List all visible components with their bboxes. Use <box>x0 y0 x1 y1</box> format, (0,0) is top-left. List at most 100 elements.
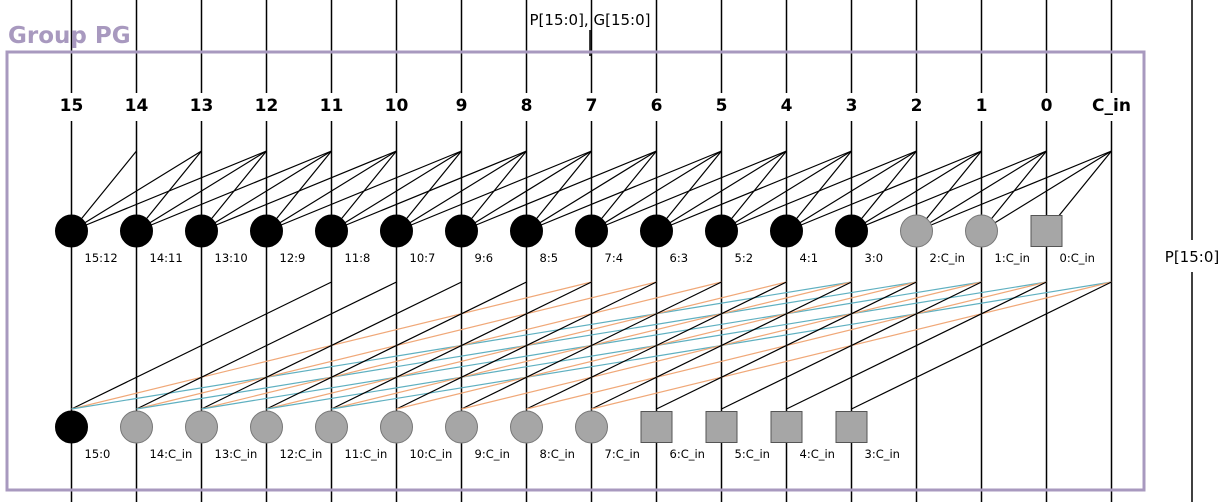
column-label: 4 <box>781 96 793 116</box>
stage2-fanin-wire <box>526 281 787 410</box>
side-bus-label: P[15:0] <box>1165 248 1219 266</box>
stage2-circle-node <box>445 410 478 444</box>
stage2-node-label: 15:0 <box>85 447 111 461</box>
stage1-node-label: 12:9 <box>280 251 306 265</box>
group-pg-frame <box>5 50 1146 492</box>
stage1-fanin-wire <box>981 150 1112 232</box>
stage2-fanin-wire <box>656 281 917 410</box>
stage1-fanin-wire <box>266 150 397 232</box>
stage1-fanin-wire <box>721 150 787 232</box>
stage2-fanin-wire <box>71 281 332 410</box>
stage1-node-label: 15:12 <box>85 251 118 265</box>
stage1-fanin-wire <box>916 150 1047 232</box>
column-label: 7 <box>586 96 598 116</box>
stage1-node-label: 1:C_in <box>995 251 1030 265</box>
stage1-fanin-wire <box>916 150 982 232</box>
stage2-node-label: 14:C_in <box>150 447 193 461</box>
stage1-fanin-wire <box>71 150 202 232</box>
stage1-circle-node <box>835 214 868 248</box>
stage1-circle-node <box>640 214 673 248</box>
top-bus-label: P[15:0], G[15:0] <box>530 11 651 29</box>
stage2-circle-node <box>315 410 348 444</box>
node-layer <box>55 214 1063 444</box>
stage2-fanin-wire <box>331 281 592 410</box>
stage1-circle-node <box>250 214 283 248</box>
stage1-node-label: 0:C_in <box>1060 251 1095 265</box>
column-label: 3 <box>846 96 858 116</box>
stage1-circle-node <box>965 214 998 248</box>
stage1-fanin-wire <box>526 150 592 232</box>
stage2-node-label: 6:C_in <box>670 447 705 461</box>
stage1-circle-node <box>510 214 543 248</box>
stage2-node-label: 8:C_in <box>540 447 575 461</box>
stage1-fanin-wire <box>981 150 1047 232</box>
stage1-node-label: 8:5 <box>540 251 559 265</box>
stage2-fanin-wire <box>786 281 1047 410</box>
stage2-circle-node <box>510 410 543 444</box>
stage1-fanin-wire <box>201 150 332 232</box>
stage1-circle-node <box>575 214 608 248</box>
stage2-fanin-wire <box>591 281 852 410</box>
stage1-node-label: 3:0 <box>865 251 884 265</box>
stage2-square-node <box>835 411 868 443</box>
column-label: 15 <box>60 96 84 116</box>
column-label: 8 <box>521 96 533 116</box>
stage2-fanin-wire <box>201 281 462 410</box>
stage2-node-label: 11:C_in <box>345 447 388 461</box>
stage1-fanin-wire <box>266 150 332 232</box>
stage1-fanin-wire <box>721 150 852 232</box>
stage1-fanin-wire <box>786 150 852 232</box>
stage2-circle-node <box>185 410 218 444</box>
stage1-fanin-wire <box>331 150 397 232</box>
stage2-fanin-wire <box>266 281 527 410</box>
stage1-fanin-wire <box>396 150 462 232</box>
stage2-node-label: 13:C_in <box>215 447 258 461</box>
stage1-node-label: 9:6 <box>475 251 494 265</box>
stage1-node-label: 6:3 <box>670 251 689 265</box>
stage2-fanin-wire <box>136 281 397 410</box>
stage1-node-label: 11:8 <box>345 251 371 265</box>
stage2-node-label: 4:C_in <box>800 447 835 461</box>
stage1-circle-node <box>380 214 413 248</box>
stage2-circle-node <box>250 410 283 444</box>
group-pg-label: Group PG <box>8 23 131 49</box>
column-label: 11 <box>320 96 344 116</box>
stage2-fanin-wire <box>461 281 722 410</box>
stage1-square-node <box>1030 215 1063 247</box>
stage1-fanin-wire <box>851 150 982 232</box>
stage1-fanin-wire <box>461 150 592 232</box>
stage2-fanin-wire <box>396 281 657 410</box>
stage1-circle-node <box>120 214 153 248</box>
column-label: 13 <box>190 96 214 116</box>
stage1-circle-node <box>770 214 803 248</box>
stage2-square-node <box>705 411 738 443</box>
column-label: 12 <box>255 96 279 116</box>
stage1-fanin-wire <box>786 150 917 232</box>
column-label: C_in <box>1092 96 1131 116</box>
stage1-fanin-wire <box>591 150 722 232</box>
stage2-node-label: 9:C_in <box>475 447 510 461</box>
column-label: 10 <box>385 96 409 116</box>
stage1-node-label: 10:7 <box>410 251 436 265</box>
stage1-fanin-wire <box>461 150 527 232</box>
stage2-circle-node <box>55 410 88 444</box>
stage1-fanin-wire <box>331 150 462 232</box>
column-label: 1 <box>976 96 988 116</box>
stage2-fanin-wire <box>851 281 1112 410</box>
stage1-fanin-wire <box>201 150 267 232</box>
stage2-node-label: 3:C_in <box>865 447 900 461</box>
stage1-node-label: 7:4 <box>605 251 624 265</box>
stage1-fanin-wire <box>656 150 787 232</box>
stage2-node-label: 5:C_in <box>735 447 770 461</box>
stage2-circle-node <box>575 410 608 444</box>
column-label: 2 <box>911 96 923 116</box>
stage1-node-label: 14:11 <box>150 251 183 265</box>
column-label: 6 <box>651 96 663 116</box>
stage1-node-label: 13:10 <box>215 251 248 265</box>
column-label: 14 <box>125 96 149 116</box>
stage2-circle-node <box>380 410 413 444</box>
stage1-fanin-wire <box>136 150 202 232</box>
stage1-circle-node <box>900 214 933 248</box>
